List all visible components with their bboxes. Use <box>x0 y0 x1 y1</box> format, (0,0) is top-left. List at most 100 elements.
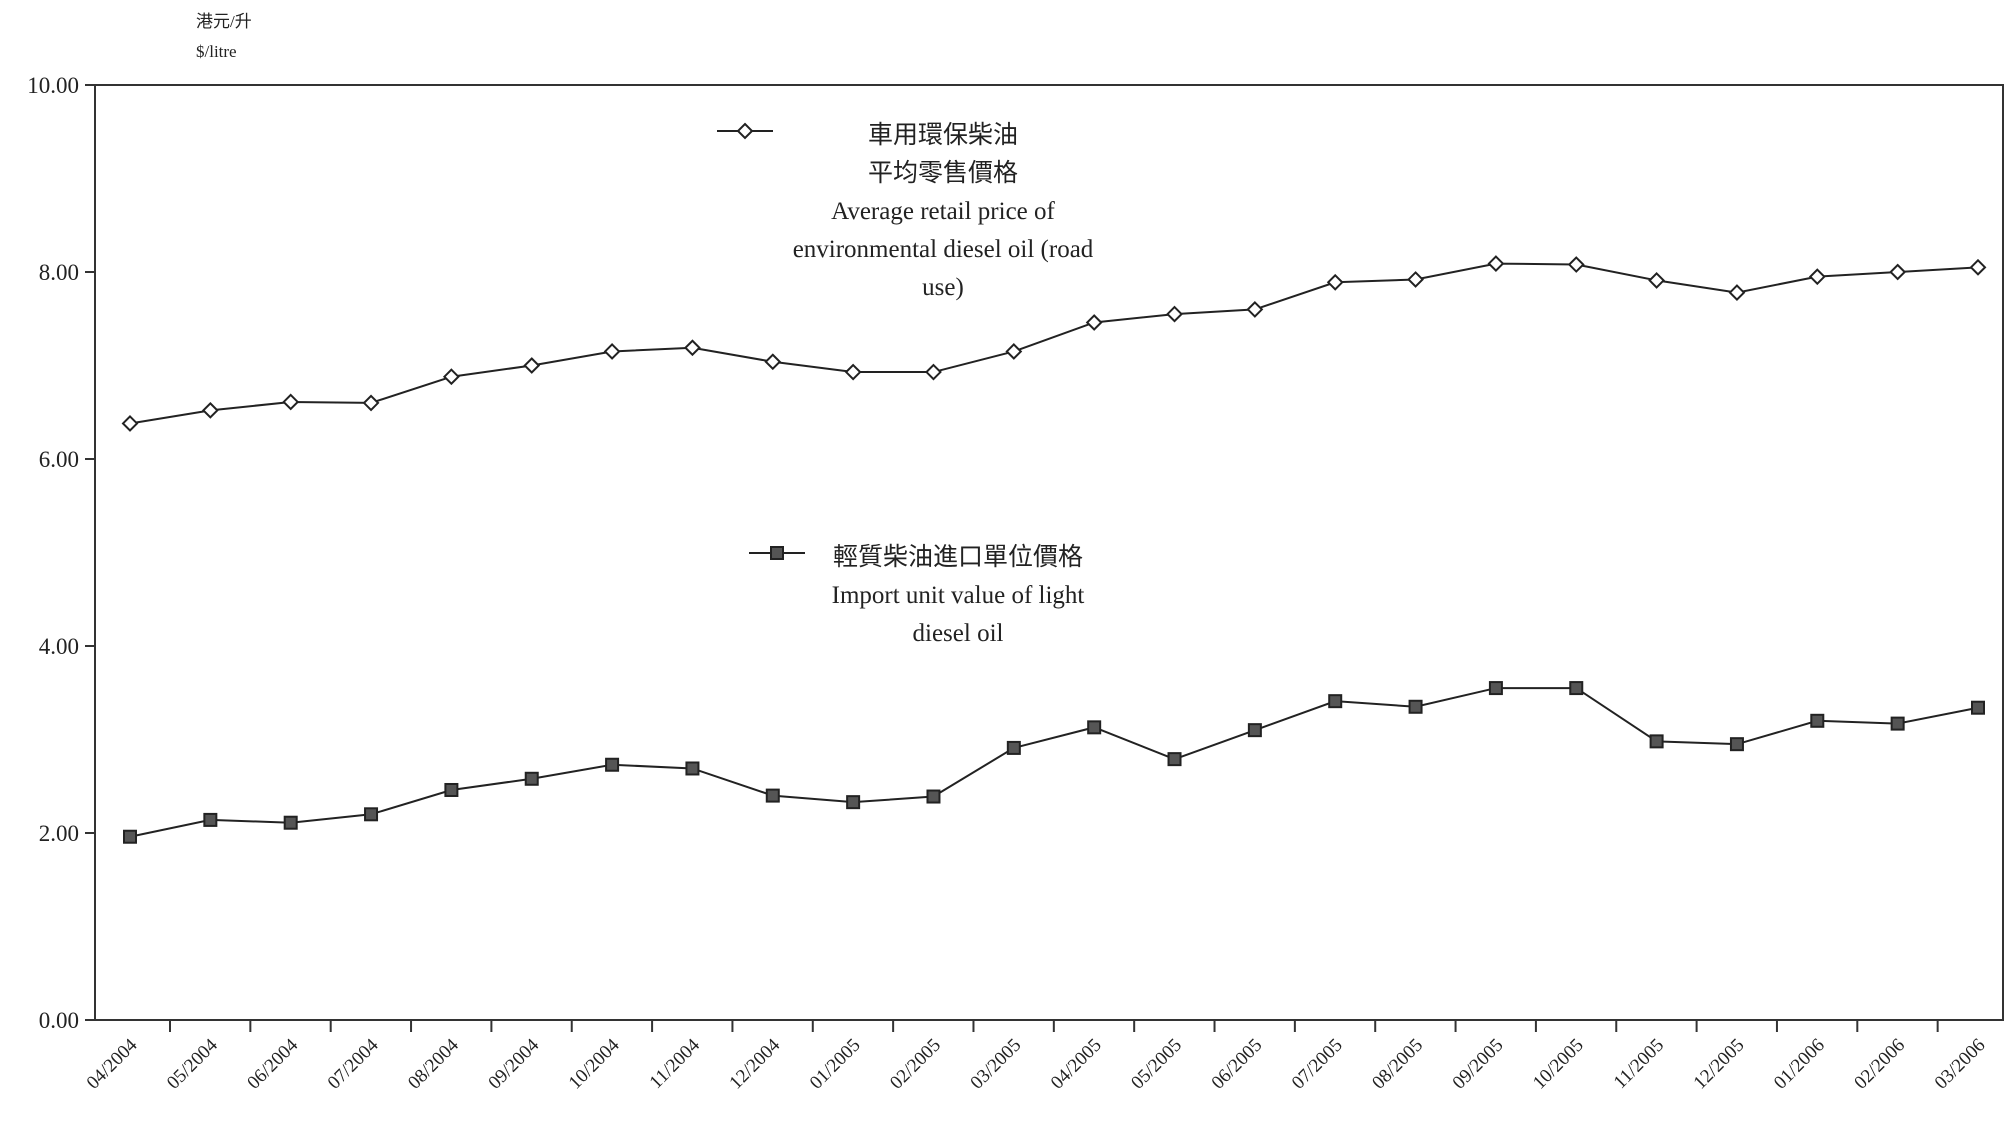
x-tick-label: 08/2004 <box>404 1034 463 1093</box>
data-point <box>1166 305 1183 323</box>
data-point <box>1889 263 1907 281</box>
data-point <box>1810 713 1825 728</box>
x-tick-label: 12/2005 <box>1690 1035 1749 1094</box>
data-point <box>442 368 460 386</box>
series-line <box>129 262 1979 425</box>
data-point <box>1569 681 1584 696</box>
data-point <box>282 393 300 411</box>
data-point <box>201 401 219 419</box>
data-point <box>444 782 459 797</box>
data-point <box>1649 734 1664 749</box>
data-point <box>765 788 780 803</box>
data-point <box>1729 737 1744 752</box>
data-point <box>203 812 218 827</box>
y-axis-ticks: 0.00 2.00 4.00 6.00 8.00 10.00 <box>27 73 95 1033</box>
data-point <box>1246 300 1264 318</box>
plot-border <box>94 84 2004 1021</box>
data-point <box>1407 271 1424 288</box>
x-tick-label: 05/2005 <box>1127 1035 1186 1094</box>
x-tick-label: 06/2005 <box>1208 1035 1267 1094</box>
data-point <box>844 363 862 381</box>
data-point <box>1487 255 1505 272</box>
legend-text-line: use) <box>922 274 964 301</box>
data-point <box>1326 273 1344 291</box>
y-axis-label-en: $/litre <box>196 42 237 61</box>
data-point <box>685 761 700 776</box>
x-tick-label: 12/2004 <box>725 1034 784 1093</box>
data-point <box>1247 723 1262 738</box>
data-point <box>1969 258 1987 276</box>
y-tick-label: 10.00 <box>27 73 79 98</box>
legend-marker <box>736 122 754 140</box>
y-tick-label: 2.00 <box>39 821 79 846</box>
data-point <box>362 394 380 412</box>
data-point <box>121 415 139 432</box>
series-line <box>129 687 1979 838</box>
legend-marker <box>770 546 784 560</box>
x-tick-label: 10/2004 <box>565 1034 624 1093</box>
data-point <box>1728 284 1746 301</box>
data-point <box>524 771 539 786</box>
x-tick-label: 08/2005 <box>1368 1035 1427 1094</box>
data-point <box>925 363 942 381</box>
data-point <box>1408 699 1423 714</box>
x-tick-label: 09/2005 <box>1449 1035 1508 1094</box>
legend-text-line: Average retail price of <box>831 198 1055 225</box>
data-point <box>1488 681 1503 696</box>
data-point <box>1648 272 1666 289</box>
data-point <box>1167 752 1182 767</box>
y-tick-label: 6.00 <box>39 447 79 472</box>
data-point <box>1085 314 1103 331</box>
x-tick-label: 02/2006 <box>1850 1035 1909 1094</box>
data-point <box>1005 343 1023 360</box>
data-point <box>1567 256 1585 273</box>
data-point <box>684 339 701 357</box>
x-tick-label: 10/2005 <box>1529 1035 1588 1094</box>
legend-entry-1: 輕質柴油進口單位價格 Import unit value of light dies… <box>749 542 1084 647</box>
data-point <box>123 829 137 844</box>
data-point <box>1971 700 1985 715</box>
data-point <box>846 795 861 810</box>
x-tick-label: 01/2005 <box>806 1035 865 1094</box>
data-point <box>1087 720 1102 735</box>
x-tick-label: 11/2005 <box>1610 1035 1668 1093</box>
legend-text-line: diesel oil <box>913 620 1004 647</box>
data-point <box>1328 694 1343 709</box>
data-point <box>1006 740 1021 755</box>
y-tick-label: 8.00 <box>39 260 79 285</box>
x-tick-label: 11/2004 <box>646 1034 705 1093</box>
y-tick-label: 0.00 <box>39 1008 79 1033</box>
x-tick-label: 03/2006 <box>1931 1035 1990 1094</box>
legend-text-line: environmental diesel oil (road <box>793 236 1094 263</box>
legend-text-line: 輕質柴油進口單位價格 <box>833 542 1083 571</box>
data-point <box>523 357 541 374</box>
data-point <box>1890 716 1905 731</box>
x-tick-label: 05/2004 <box>163 1034 222 1093</box>
series-1 <box>123 681 1985 844</box>
data-point <box>603 343 621 360</box>
legend-text-line: 平均零售價格 <box>868 158 1018 187</box>
x-tick-label: 04/2004 <box>83 1034 142 1093</box>
data-point <box>283 815 298 830</box>
data-point <box>605 757 620 772</box>
x-tick-label: 04/2005 <box>1047 1035 1106 1094</box>
x-tick-label: 03/2005 <box>966 1035 1025 1094</box>
x-tick-label: 09/2004 <box>484 1034 543 1093</box>
x-axis-ticks: 04/2004 05/2004 06/2004 07/2004 08/2004 09/20… <box>83 1020 1990 1094</box>
x-tick-label: 07/2004 <box>324 1034 383 1093</box>
x-tick-label: 02/2005 <box>886 1035 945 1094</box>
plot-frame <box>94 84 2004 1021</box>
series-0 <box>121 255 1987 432</box>
x-tick-label: 06/2004 <box>243 1034 302 1093</box>
data-point <box>926 789 941 804</box>
data-point <box>764 353 782 371</box>
data-point <box>364 807 379 822</box>
legend-text-line: Import unit value of light <box>832 582 1085 609</box>
x-tick-label: 07/2005 <box>1288 1035 1347 1094</box>
y-tick-label: 4.00 <box>39 634 79 659</box>
y-axis-label-zh: 港元/升 <box>196 12 252 31</box>
legend-text-line: 車用環保柴油 <box>868 120 1018 149</box>
